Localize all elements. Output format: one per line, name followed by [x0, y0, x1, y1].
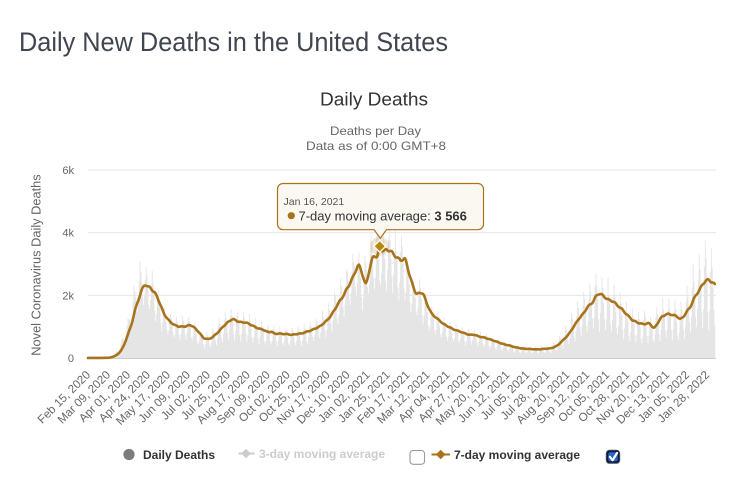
svg-text:Daily Deaths: Daily Deaths: [320, 90, 428, 110]
svg-text:Data as of 0:00 GMT+8: Data as of 0:00 GMT+8: [306, 139, 446, 153]
svg-text:Novel Coronavirus Daily Deaths: Novel Coronavirus Daily Deaths: [29, 174, 44, 355]
svg-text:Jan 16, 2021: Jan 16, 2021: [284, 196, 345, 208]
svg-text:7-day moving average: 3 566: 7-day moving average: 3 566: [299, 208, 467, 223]
svg-text:Daily Deaths: Daily Deaths: [143, 448, 215, 462]
svg-text:6k: 6k: [62, 165, 74, 177]
svg-text:0: 0: [68, 353, 74, 365]
svg-text:7-day moving average: 7-day moving average: [454, 448, 580, 462]
svg-text:Deaths per Day: Deaths per Day: [330, 124, 421, 138]
svg-text:2k: 2k: [62, 290, 74, 302]
svg-text:Daily New Deaths in the United: Daily New Deaths in the United States: [19, 27, 448, 57]
svg-text:4k: 4k: [62, 228, 74, 240]
svg-text:3-day moving average: 3-day moving average: [259, 447, 385, 461]
